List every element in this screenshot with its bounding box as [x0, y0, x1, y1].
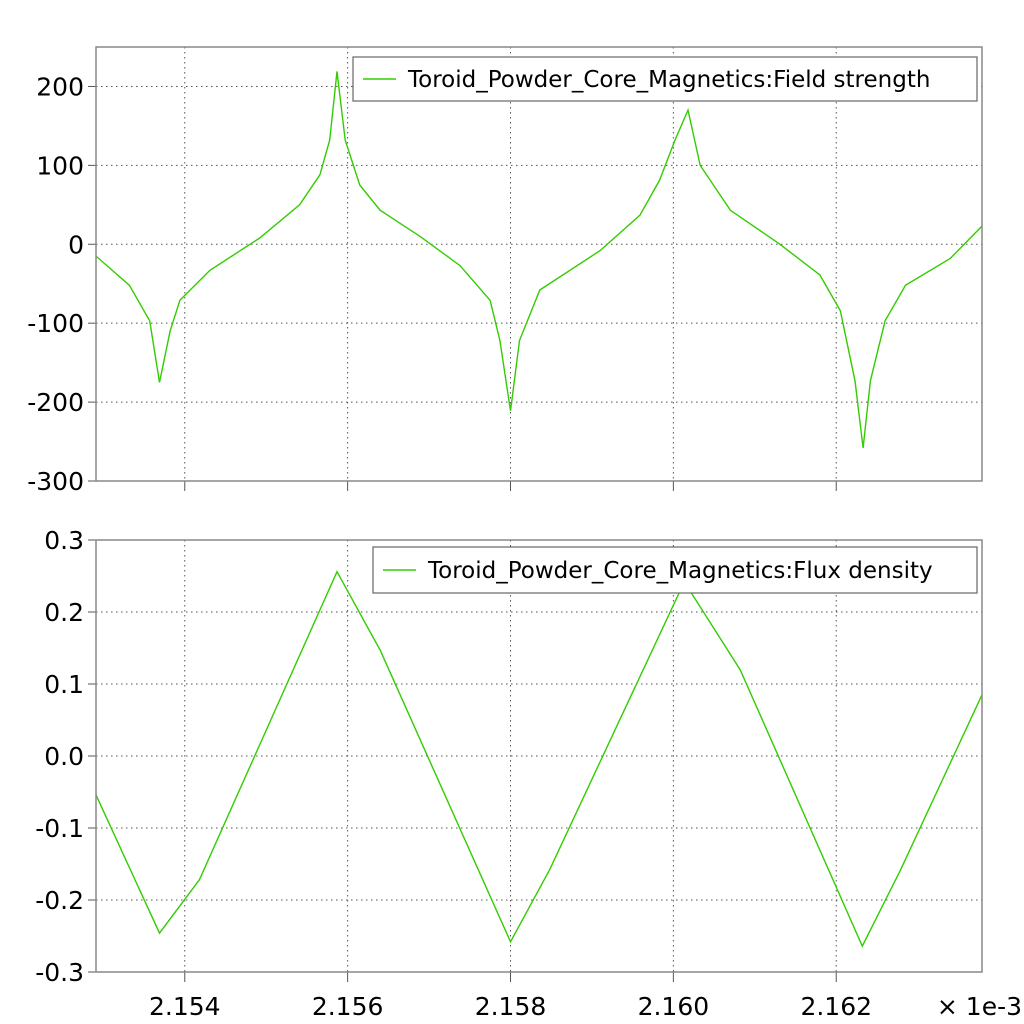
y-tick-label: 0	[68, 230, 84, 259]
x-tick-label: 2.160	[638, 992, 710, 1021]
y-tick-label: 0.2	[44, 598, 84, 627]
x-tick-label: 2.154	[149, 992, 221, 1021]
plot-panel-0: 200 100 0 -100 -200 -300 Toroid_Powder_Core_Ma…	[27, 46, 983, 496]
x-tick-label: 2.156	[312, 992, 384, 1021]
legend-box	[352, 56, 978, 102]
legend-label: Toroid_Powder_Core_Magnetics:Flux densit…	[427, 558, 933, 584]
y-tick-label: -0.2	[35, 886, 84, 915]
plot-frame	[95, 539, 983, 973]
y-tick-label: 0.3	[44, 526, 84, 555]
y-tick-label: -0.1	[35, 814, 84, 843]
plot-panel-1: 2.154 2.156 2.158 2.160 2.162 0.3 0.2 0.1 0.0 -0.…	[35, 526, 983, 1021]
legend: Toroid_Powder_Core_Magnetics:Field stren…	[352, 56, 978, 102]
y-tick-label: 0.1	[44, 670, 84, 699]
y-tick-label: 0.0	[44, 742, 84, 771]
y-tick-label: -200	[27, 388, 84, 417]
y-tick-label: 200	[36, 72, 84, 101]
plot-frame	[95, 46, 983, 482]
x-tick-label: 2.158	[475, 992, 547, 1021]
x-axis-multiplier: × 1e-3	[937, 992, 1022, 1021]
legend: Toroid_Powder_Core_Magnetics:Flux densit…	[372, 546, 978, 594]
y-tick-label: -0.3	[35, 958, 84, 987]
y-tick-label: -100	[27, 309, 84, 338]
x-tick-label: 2.162	[800, 992, 872, 1021]
y-tick-label: -300	[27, 467, 84, 496]
y-tick-label: 100	[36, 151, 84, 180]
series-line	[96, 71, 982, 448]
legend-label: Toroid_Powder_Core_Magnetics:Field stren…	[407, 67, 930, 93]
series-line	[96, 570, 982, 948]
legend-box	[372, 546, 978, 594]
